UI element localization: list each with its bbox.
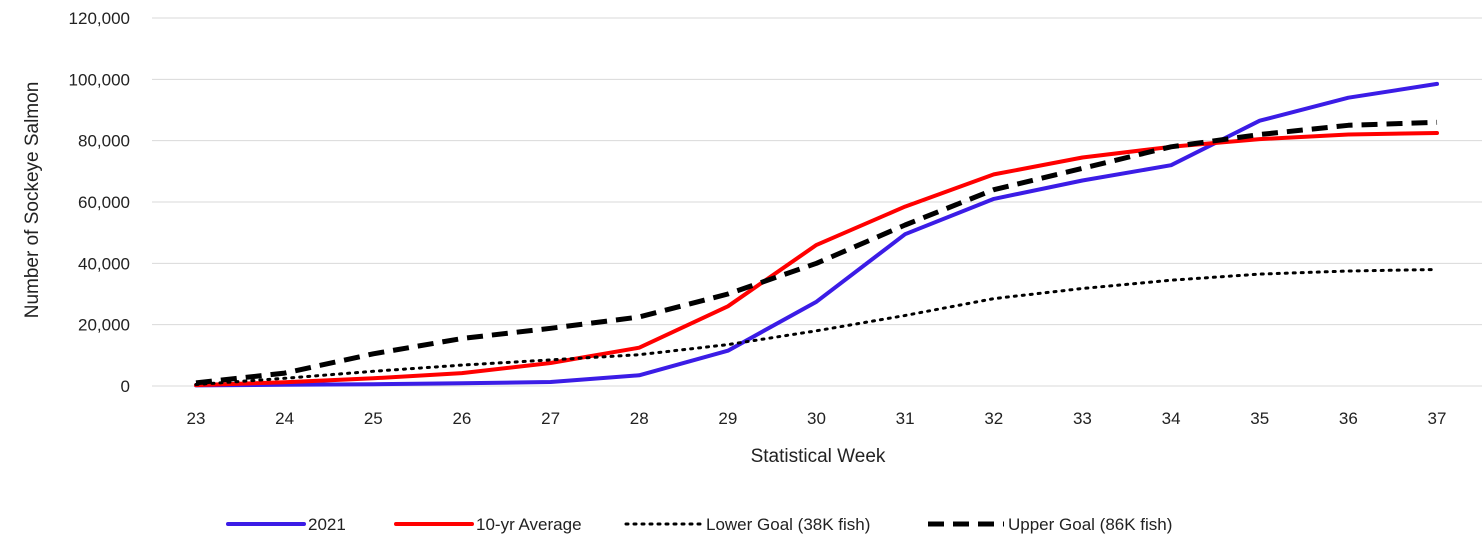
series-line-1 — [194, 131, 1439, 388]
x-tick-label: 26 — [452, 409, 471, 428]
y-tick-label: 40,000 — [78, 254, 130, 273]
y-tick-label: 80,000 — [78, 132, 130, 151]
x-tick-label: 35 — [1250, 409, 1269, 428]
y-tick-label: 100,000 — [69, 70, 130, 89]
y-tick-label: 0 — [121, 377, 130, 396]
y-tick-labels: 0 20,000 40,000 60,000 80,000 100,000 120,000 — [69, 9, 130, 396]
series-lines — [194, 81, 1439, 388]
x-tick-labels: 23 24 25 26 27 28 29 30 31 32 33 34 35 36 37 — [187, 409, 1447, 428]
x-tick-label: 34 — [1162, 409, 1181, 428]
y-tick-label: 20,000 — [78, 316, 130, 335]
x-tick-label: 27 — [541, 409, 560, 428]
y-tick-label: 120,000 — [69, 9, 130, 28]
legend-label-3: Upper Goal (86K fish) — [1008, 515, 1172, 534]
x-tick-label: 36 — [1339, 409, 1358, 428]
x-tick-label: 29 — [718, 409, 737, 428]
x-axis-title: Statistical Week — [751, 446, 886, 467]
x-tick-label: 37 — [1428, 409, 1447, 428]
series-line-2 — [194, 268, 1439, 386]
legend-label-2: Lower Goal (38K fish) — [706, 515, 870, 534]
x-tick-label: 30 — [807, 409, 826, 428]
x-tick-label: 32 — [984, 409, 1003, 428]
x-tick-label: 33 — [1073, 409, 1092, 428]
x-tick-label: 31 — [896, 409, 915, 428]
series-line-0 — [194, 81, 1439, 388]
y-tick-label: 60,000 — [78, 193, 130, 212]
legend-label-0: 2021 — [308, 515, 346, 534]
series-line-3 — [195, 119, 1438, 386]
legend-label-1: 10-yr Average — [476, 515, 582, 534]
x-tick-label: 28 — [630, 409, 649, 428]
legend: 2021 10-yr Average Lower Goal (38K fish) Up… — [226, 515, 1172, 534]
x-tick-label: 25 — [364, 409, 383, 428]
y-axis-title: Number of Sockeye Salmon — [22, 82, 43, 319]
x-tick-label: 24 — [275, 409, 294, 428]
x-tick-label: 23 — [187, 409, 206, 428]
